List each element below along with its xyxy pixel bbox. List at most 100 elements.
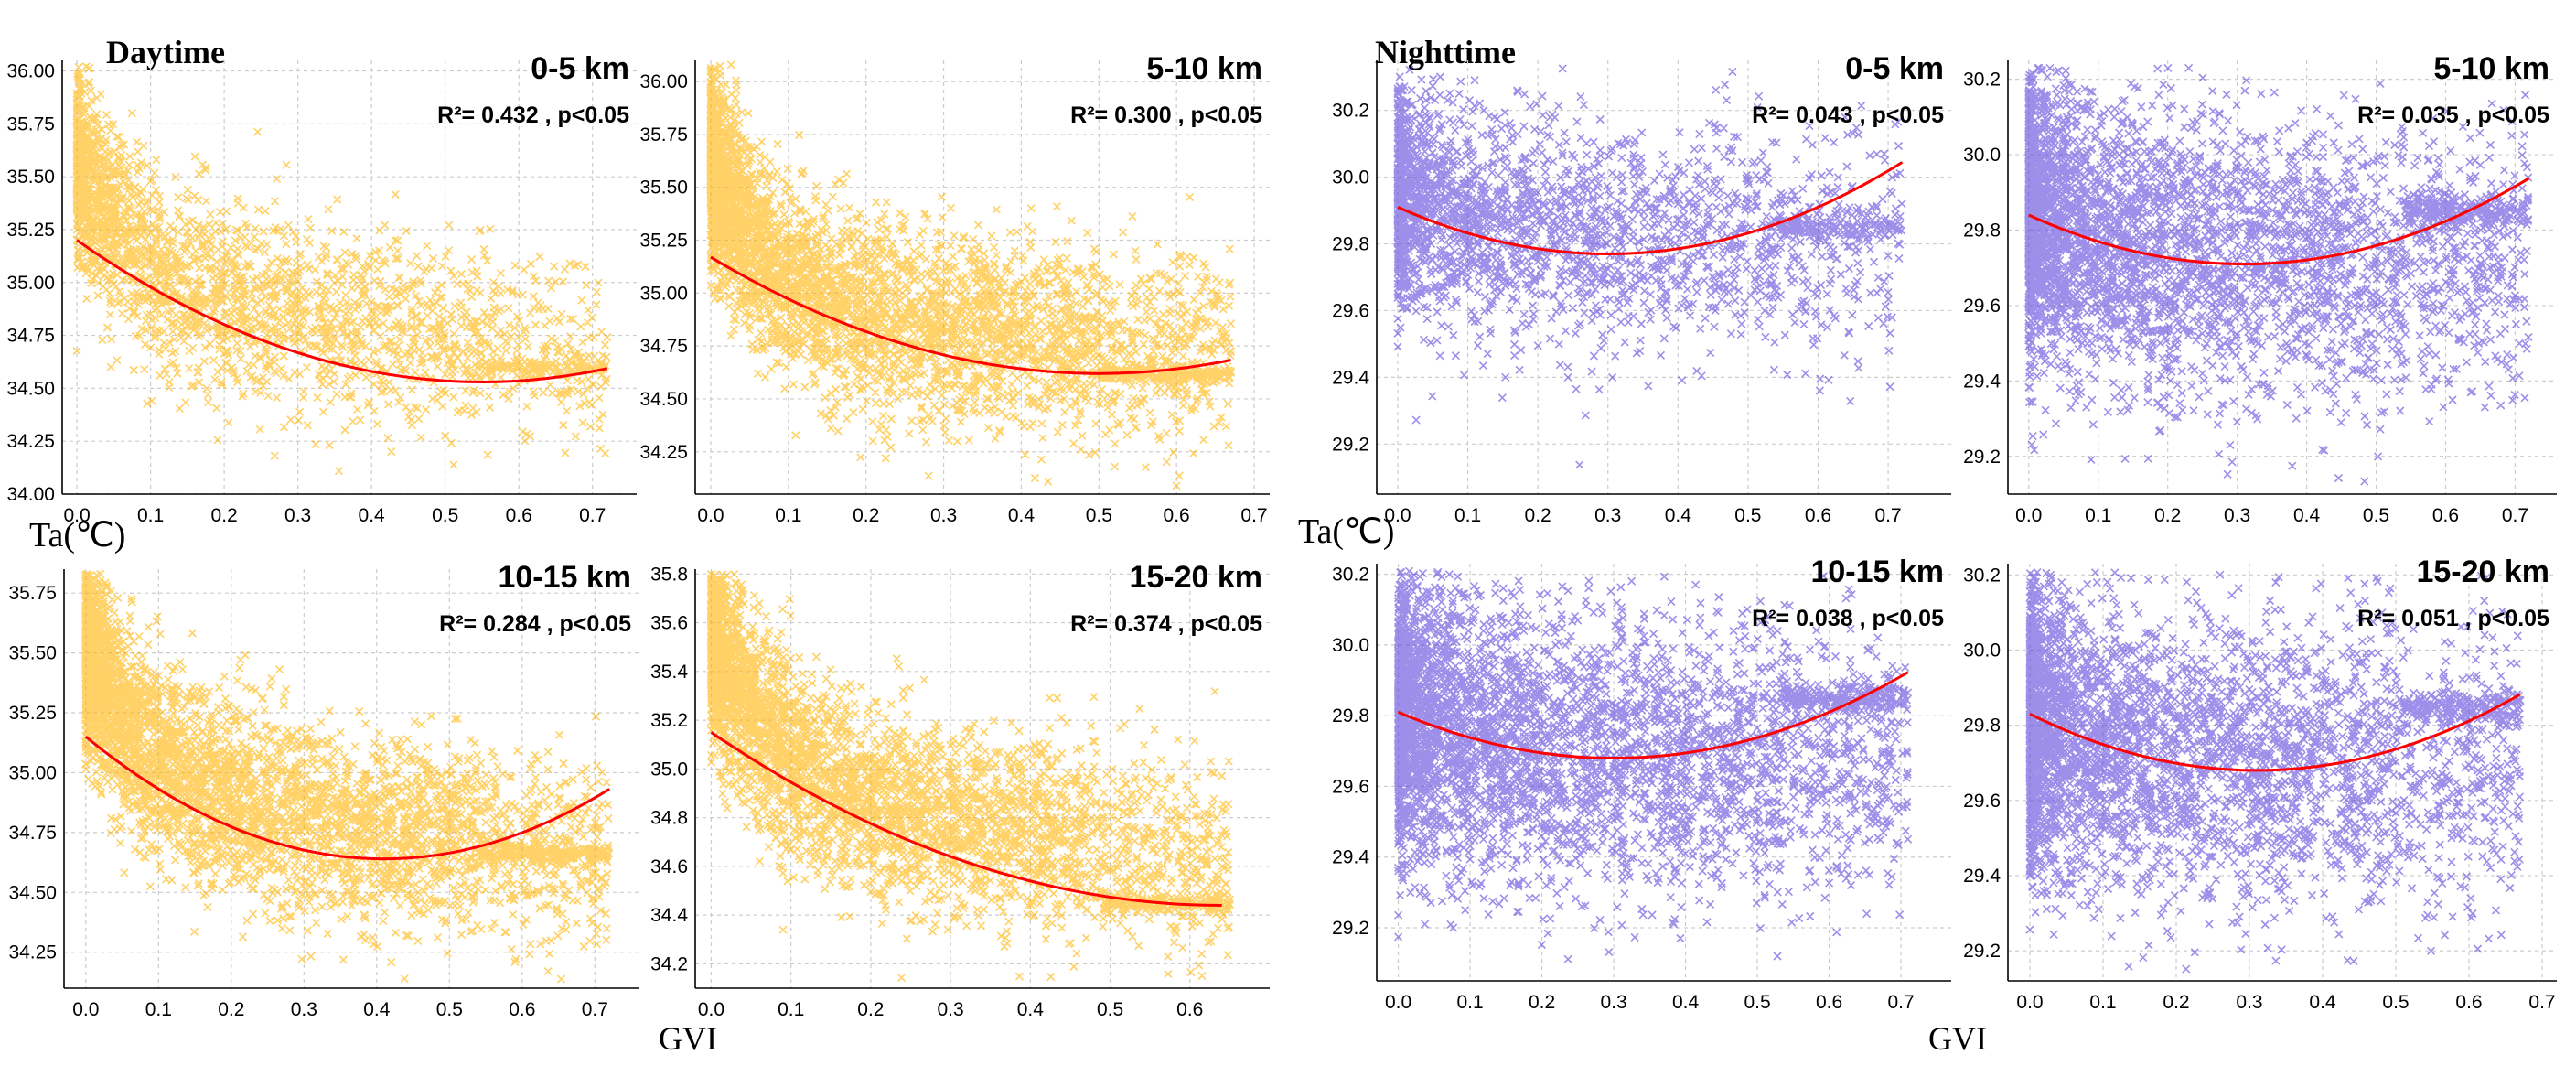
y-tick-label: 35.2 <box>650 710 688 731</box>
scatter-points <box>2024 63 2533 486</box>
x-tick-label: 0.4 <box>1008 505 1036 526</box>
x-tick-label: 0.6 <box>1164 505 1190 526</box>
scatter-points <box>2025 567 2525 974</box>
y-tick-label: 29.2 <box>1332 434 1369 455</box>
daytime-label: Daytime <box>106 34 225 70</box>
y-tick-label: 30.0 <box>1963 640 2001 661</box>
x-tick-label: 0.5 <box>2382 992 2409 1013</box>
panel-title: 0-5 km <box>1845 51 1944 86</box>
y-tick-label: 29.8 <box>1963 716 2001 737</box>
x-tick-label: 0.4 <box>1672 992 1700 1013</box>
x-tick-label: 0.4 <box>1017 999 1045 1020</box>
y-tick-label: 36.00 <box>639 71 688 92</box>
x-tick-label: 0.7 <box>1887 992 1914 1013</box>
panel-nighttime-15-20km: 0.0 0.1 0.2 0.3 0.4 0.5 0.6 0.7 29.2 29.4 29.6 29.8… <box>1963 554 2557 1013</box>
y-tick-label: 29.2 <box>1963 941 2001 962</box>
x-tick-label: 0.1 <box>778 999 804 1020</box>
fit-curve <box>2029 693 2521 772</box>
x-tick-label: 0.6 <box>506 505 532 526</box>
x-tick-label: 0.0 <box>1384 505 1411 526</box>
panel-title: 15-20 km <box>2416 554 2549 589</box>
scatter-points <box>706 569 1234 983</box>
x-tick-label: 0.7 <box>579 505 606 526</box>
x-tick-label: 0.5 <box>432 505 458 526</box>
panel-annotation: R²= 0.035 , p<0.05 <box>2357 102 2549 128</box>
y-tick-label: 30.2 <box>1963 70 2001 91</box>
x-tick-label: 0.5 <box>1086 505 1112 526</box>
fit-curve <box>2028 177 2530 266</box>
x-tick-label: 0.7 <box>582 999 608 1020</box>
x-tick-label: 0.3 <box>291 999 317 1020</box>
fit-curve <box>84 736 610 861</box>
x-tick-label: 0.6 <box>2455 992 2482 1013</box>
nighttime-label: Nighttime <box>1375 34 1516 70</box>
x-tick-label: 0.0 <box>64 505 91 526</box>
ylabel-night: Ta(℃) <box>1298 512 1395 551</box>
y-tick-label: 34.4 <box>650 905 688 926</box>
panel-annotation: R²= 0.038 , p<0.05 <box>1752 606 1944 631</box>
y-tick-label: 29.6 <box>1963 296 2001 317</box>
y-tick-label: 30.0 <box>1963 145 2001 166</box>
scatter-points <box>706 60 1236 490</box>
x-tick-label: 0.6 <box>1816 992 1842 1013</box>
panel-annotation: R²= 0.043 , p<0.05 <box>1752 102 1944 128</box>
y-tick-label: 35.0 <box>650 759 688 780</box>
xlabel-day: GVI <box>659 1020 717 1057</box>
y-tick-label: 29.2 <box>1332 918 1369 939</box>
x-tick-label: 0.1 <box>1456 992 1483 1013</box>
x-tick-label: 0.2 <box>1525 505 1551 526</box>
x-tick-label: 0.0 <box>1385 992 1411 1013</box>
x-tick-label: 0.2 <box>218 999 244 1020</box>
panel-title: 5-10 km <box>2433 51 2549 86</box>
panel-title: 10-15 km <box>498 560 631 595</box>
y-tick-label: 29.6 <box>1963 791 2001 812</box>
y-tick-label: 34.00 <box>6 484 55 505</box>
x-tick-label: 0.3 <box>938 999 964 1020</box>
y-tick-label: 35.00 <box>639 283 688 304</box>
scatter-points <box>72 62 612 476</box>
y-tick-label: 34.50 <box>8 882 57 903</box>
panel-title: 10-15 km <box>1810 554 1944 589</box>
x-tick-label: 0.3 <box>2224 505 2250 526</box>
x-tick-label: 0.7 <box>2502 505 2528 526</box>
fit-curve <box>1397 671 1909 759</box>
x-tick-label: 0.2 <box>1529 992 1555 1013</box>
y-tick-label: 36.00 <box>6 61 55 82</box>
x-tick-label: 0.5 <box>436 999 463 1020</box>
x-tick-label: 0.0 <box>697 505 724 526</box>
x-tick-label: 0.3 <box>930 505 957 526</box>
y-tick-label: 34.25 <box>639 442 688 463</box>
x-tick-label: 0.6 <box>509 999 535 1020</box>
y-tick-label: 34.75 <box>639 336 688 357</box>
x-tick-label: 0.1 <box>2089 992 2116 1013</box>
x-tick-label: 0.5 <box>1097 999 1123 1020</box>
xlabel-night: GVI <box>1928 1020 1987 1057</box>
y-tick-label: 29.4 <box>1332 847 1369 868</box>
x-tick-label: 0.1 <box>775 505 801 526</box>
x-tick-label: 0.5 <box>1744 992 1770 1013</box>
y-tick-label: 35.25 <box>8 703 57 724</box>
x-tick-label: 0.3 <box>284 505 311 526</box>
x-tick-label: 0.2 <box>2163 992 2189 1013</box>
panel-daytime-15-20km: 0.0 0.1 0.2 0.3 0.4 0.5 0.6 34.2 34.4 34.6 34.8 35.… <box>650 560 1270 1020</box>
x-tick-label: 0.7 <box>1874 505 1901 526</box>
x-tick-label: 0.3 <box>1594 505 1621 526</box>
panel-title: 15-20 km <box>1129 560 1262 595</box>
y-tick-label: 35.50 <box>8 643 57 664</box>
y-tick-label: 35.25 <box>639 231 688 252</box>
y-tick-label: 30.0 <box>1332 167 1369 188</box>
panel-title: 0-5 km <box>531 51 629 86</box>
y-tick-label: 34.75 <box>6 326 55 347</box>
y-tick-label: 35.00 <box>8 762 57 783</box>
panel-nighttime-10-15km: 0.0 0.1 0.2 0.3 0.4 0.5 0.6 0.7 29.2 29.4 29.6 29.8… <box>1332 554 1951 1013</box>
x-tick-label: 0.2 <box>211 505 238 526</box>
y-tick-label: 35.25 <box>6 220 55 241</box>
panel-nighttime-0-5km: 0.0 0.1 0.2 0.3 0.4 0.5 0.6 0.7 29.2 29.4 29.6 29.8… <box>1332 51 1951 526</box>
y-tick-label: 30.2 <box>1963 565 2001 586</box>
y-tick-label: 35.75 <box>8 583 57 604</box>
x-tick-label: 0.1 <box>145 999 172 1020</box>
x-tick-label: 0.0 <box>72 999 99 1020</box>
x-tick-label: 0.1 <box>2085 505 2111 526</box>
